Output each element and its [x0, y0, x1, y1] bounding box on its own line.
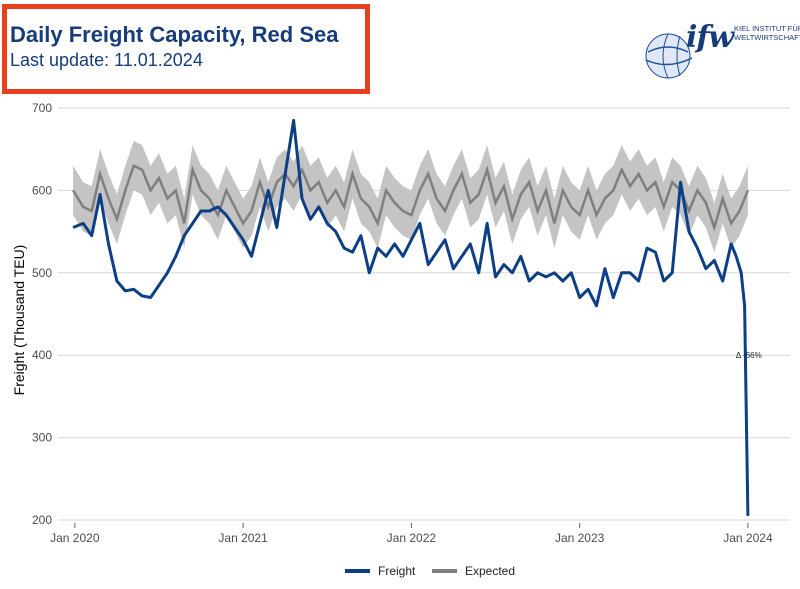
expected-band	[73, 141, 748, 253]
title-box	[2, 4, 370, 94]
last-update-text: Last update: 11.01.2024	[10, 50, 203, 70]
y-tick-label: 500	[32, 266, 52, 280]
y-tick-label: 600	[32, 183, 52, 197]
x-tick-label: Jan 2023	[555, 531, 605, 545]
legend: Freight Expected	[345, 564, 515, 578]
legend-expected-label: Expected	[465, 564, 515, 578]
ifw-logo: ifw KIEL INSTITUT FÜR WELTWIRTSCHAFT	[640, 18, 800, 88]
y-axis-label: Freight (Thousand TEU)	[11, 245, 27, 396]
logo-line2: WELTWIRTSCHAFT	[734, 33, 800, 42]
x-tick-label: Jan 2022	[387, 531, 437, 545]
logo-line1: KIEL INSTITUT FÜR	[734, 24, 800, 33]
logo-ifw-text: ifw	[686, 20, 734, 55]
globe-icon	[645, 33, 693, 79]
x-ticks: Jan 2020 Jan 2021 Jan 2022 Jan 2023 Jan 2024	[50, 523, 773, 545]
x-tick-label: Jan 2024	[723, 531, 773, 545]
series-line-expected	[72, 163, 750, 232]
x-tick-label: Jan 2020	[50, 531, 100, 545]
y-tick-label: 700	[32, 101, 52, 115]
legend-freight-label: Freight	[378, 564, 416, 578]
x-tick-label: Jan 2021	[218, 531, 268, 545]
series-line-freight	[72, 118, 750, 516]
y-ticks: 200 300 400 500 600 700	[32, 101, 52, 527]
chart-title: Daily Freight Capacity, Red Sea	[10, 22, 339, 47]
y-tick-label: 400	[32, 348, 52, 362]
delta-annotation: Δ -66%	[736, 351, 762, 360]
y-tick-label: 300	[32, 431, 52, 445]
y-tick-label: 200	[32, 513, 52, 527]
